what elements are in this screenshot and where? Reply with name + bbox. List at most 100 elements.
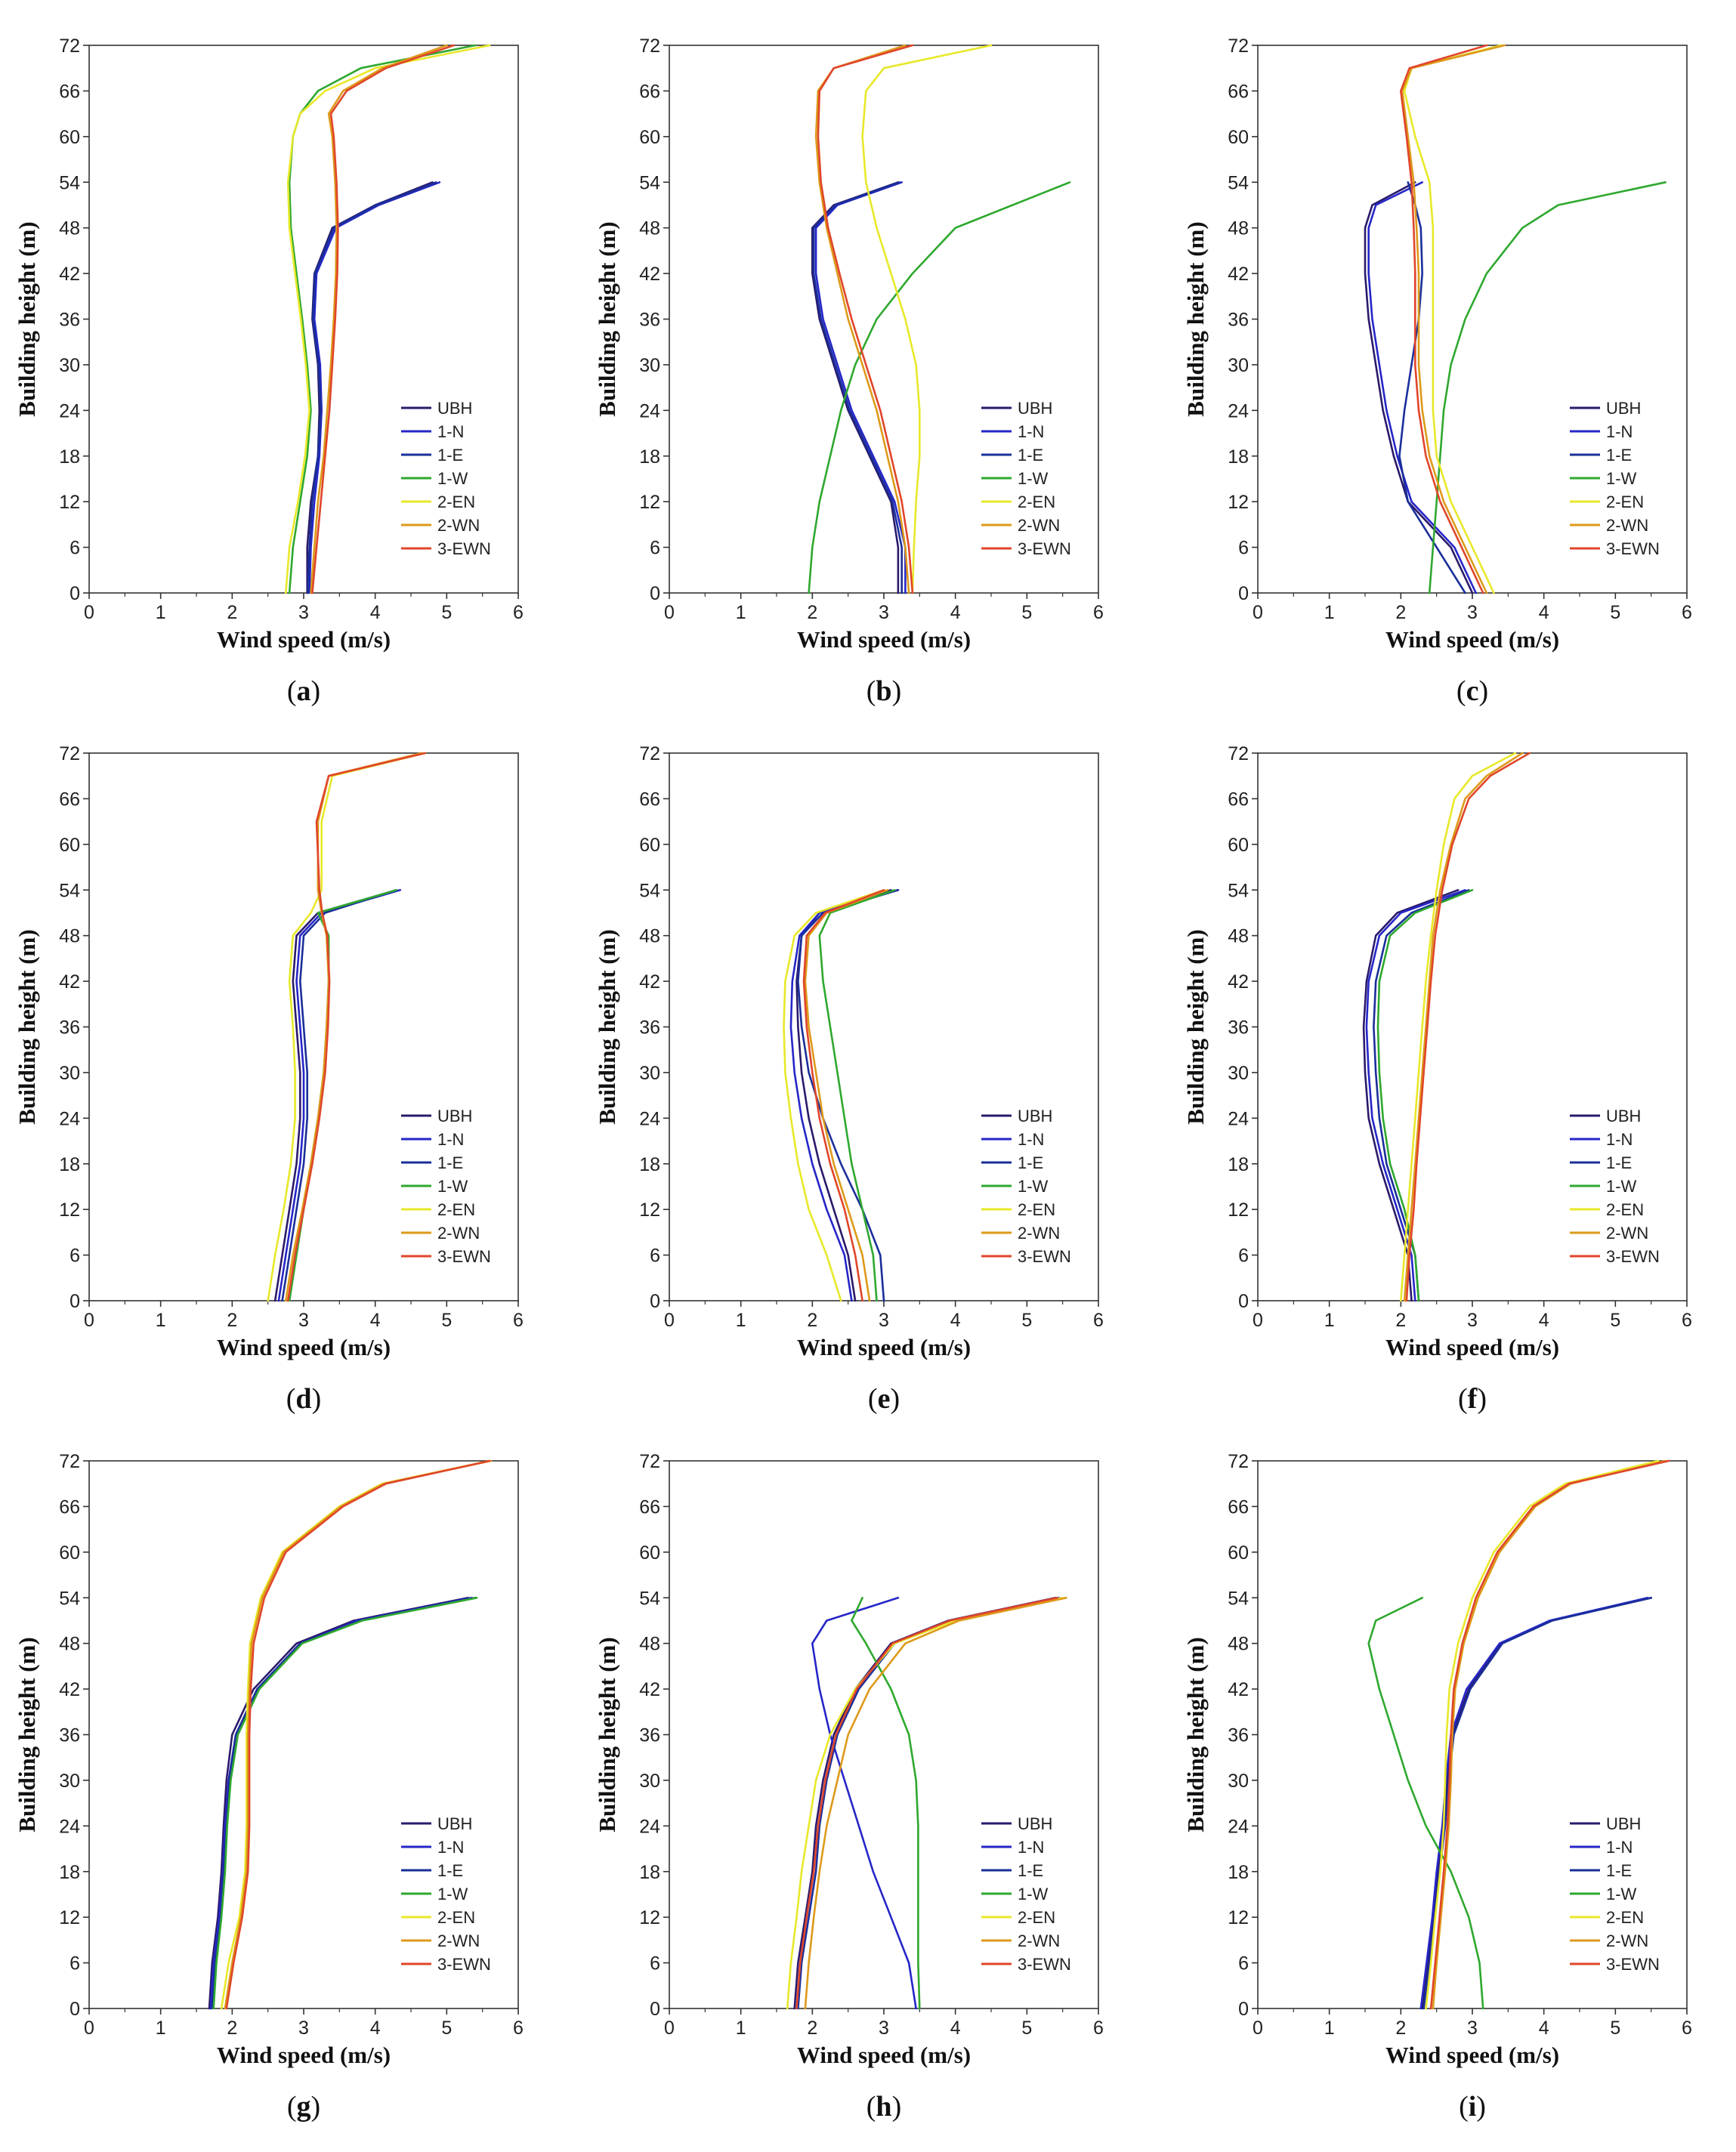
x-tick-label: 4 xyxy=(370,602,381,623)
y-axis-title: Building height (m) xyxy=(594,1637,620,1832)
series-line-1-n xyxy=(308,181,441,594)
series-line-1-w xyxy=(288,44,477,594)
y-tick-label: 0 xyxy=(70,583,80,604)
legend-label: 1-N xyxy=(1018,1838,1044,1857)
y-tick-label: 54 xyxy=(59,880,80,901)
x-tick-label: 6 xyxy=(1682,1310,1692,1331)
legend-label: 1-W xyxy=(1606,1177,1637,1196)
legend-label: 3-EWN xyxy=(1606,539,1660,558)
y-tick-label: 24 xyxy=(1228,1108,1249,1129)
x-tick-label: 0 xyxy=(1253,1310,1263,1331)
y-tick-label: 0 xyxy=(1238,583,1249,604)
legend-label: UBH xyxy=(1018,1814,1052,1833)
series-line-ubh xyxy=(795,889,892,1302)
legend-label: 3-EWN xyxy=(1018,539,1071,558)
y-tick-label: 72 xyxy=(1228,743,1249,764)
series-line-1-e xyxy=(812,181,903,594)
legend-label: 2-WN xyxy=(437,1931,480,1950)
y-tick-label: 66 xyxy=(1228,81,1249,102)
y-tick-label: 30 xyxy=(639,1063,660,1084)
legend-label: 1-N xyxy=(1606,1838,1633,1857)
series-line-1-w xyxy=(1367,1597,1484,2010)
y-tick-label: 30 xyxy=(59,355,80,376)
y-tick-label: 12 xyxy=(59,1200,80,1221)
y-tick-label: 0 xyxy=(1238,1291,1249,1312)
y-tick-label: 30 xyxy=(1228,355,1249,376)
series-line-2-wn xyxy=(310,44,448,594)
legend-label: 1-N xyxy=(1018,422,1044,441)
series-line-3-ewn xyxy=(817,44,914,594)
legend-label: 1-W xyxy=(1606,469,1637,488)
y-tick-label: 24 xyxy=(1228,1816,1249,1837)
series-line-2-en xyxy=(786,1597,1064,2010)
x-tick-label: 2 xyxy=(227,1310,237,1331)
series-line-ubh xyxy=(306,181,434,594)
y-tick-label: 42 xyxy=(639,1679,660,1700)
series-line-1-e xyxy=(1373,889,1470,1302)
series-line-1-w xyxy=(1428,181,1666,594)
y-tick-label: 54 xyxy=(639,880,660,901)
series-line-2-en xyxy=(1403,44,1503,594)
x-axis-title: Wind speed (m/s) xyxy=(797,1334,971,1360)
y-tick-label: 24 xyxy=(639,400,660,421)
y-tick-label: 36 xyxy=(639,1017,660,1039)
y-tick-label: 24 xyxy=(1228,400,1249,421)
x-tick-label: 0 xyxy=(1253,602,1263,623)
y-tick-label: 0 xyxy=(650,1999,660,2020)
legend-label: 1-N xyxy=(1018,1130,1044,1149)
y-tick-label: 12 xyxy=(1228,1907,1249,1928)
x-tick-label: 1 xyxy=(156,2018,166,2039)
legend-label: 1-E xyxy=(1606,1153,1632,1172)
legend-label: 2-WN xyxy=(1018,1931,1060,1950)
x-tick-label: 5 xyxy=(1610,1310,1620,1331)
x-tick-label: 1 xyxy=(156,602,166,623)
y-tick-label: 42 xyxy=(639,264,660,285)
legend-label: 1-N xyxy=(437,1838,464,1857)
y-tick-label: 6 xyxy=(70,538,80,559)
y-tick-label: 48 xyxy=(59,1634,80,1655)
series-line-1-n xyxy=(277,889,402,1302)
series-line-1-e xyxy=(1398,181,1466,594)
y-tick-label: 54 xyxy=(639,172,660,193)
legend-label: UBH xyxy=(437,1107,472,1125)
series-line-1-w xyxy=(212,1597,478,2010)
y-tick-label: 66 xyxy=(1228,1496,1249,1518)
x-tick-label: 1 xyxy=(1324,602,1335,623)
y-tick-label: 60 xyxy=(639,127,660,148)
y-tick-label: 18 xyxy=(639,1862,660,1883)
legend-label: 3-EWN xyxy=(1606,1955,1660,1974)
panel-label: (d) xyxy=(286,1383,321,1415)
y-tick-label: 18 xyxy=(1228,446,1249,468)
panel-label: (g) xyxy=(287,2091,320,2123)
legend-label: 1-W xyxy=(437,469,468,488)
y-tick-label: 66 xyxy=(59,81,80,102)
x-tick-label: 2 xyxy=(227,602,237,623)
y-tick-label: 30 xyxy=(639,355,660,376)
series-line-1-w xyxy=(1376,889,1474,1302)
series-line-2-en xyxy=(267,752,427,1302)
legend-label: 3-EWN xyxy=(1018,1247,1071,1266)
y-tick-label: 60 xyxy=(59,1542,80,1564)
y-tick-label: 36 xyxy=(59,1725,80,1746)
y-tick-label: 54 xyxy=(59,1588,80,1609)
y-tick-label: 42 xyxy=(59,1679,80,1700)
y-tick-label: 18 xyxy=(639,446,660,468)
y-tick-label: 42 xyxy=(59,264,80,285)
x-tick-label: 5 xyxy=(441,1310,452,1331)
y-tick-label: 72 xyxy=(1228,36,1249,57)
y-tick-label: 48 xyxy=(59,218,80,239)
y-tick-label: 54 xyxy=(1228,172,1249,193)
series-line-1-n xyxy=(1367,181,1477,594)
legend-label: UBH xyxy=(1606,1814,1641,1833)
y-tick-label: 30 xyxy=(1228,1063,1249,1084)
y-tick-label: 48 xyxy=(639,1634,660,1655)
legend-label: 1-E xyxy=(1606,1861,1632,1880)
y-tick-label: 72 xyxy=(639,1451,660,1472)
x-tick-label: 5 xyxy=(1021,602,1032,623)
series-line-3-ewn xyxy=(802,889,885,1302)
y-tick-label: 18 xyxy=(1228,1862,1249,1883)
